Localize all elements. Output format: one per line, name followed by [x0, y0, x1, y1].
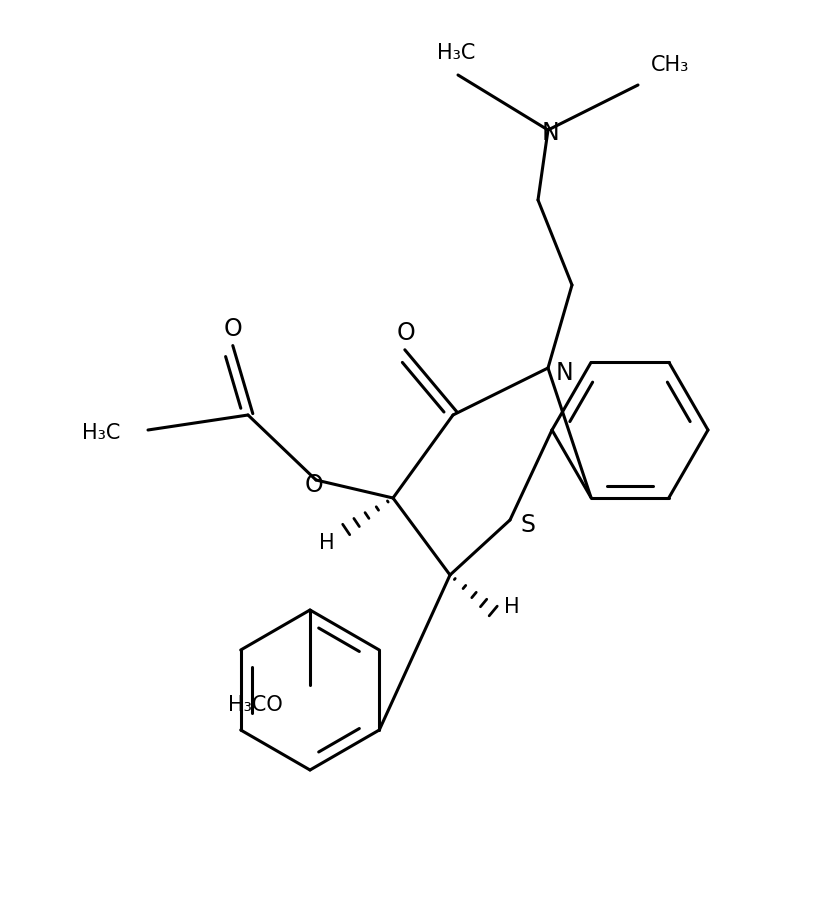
- Text: N: N: [555, 361, 573, 385]
- Text: H₃CO: H₃CO: [228, 695, 282, 715]
- Text: N: N: [541, 121, 559, 145]
- Text: O: O: [396, 321, 415, 345]
- Text: O: O: [305, 473, 323, 497]
- Text: O: O: [223, 317, 243, 341]
- Text: S: S: [521, 513, 536, 537]
- Text: H₃C: H₃C: [81, 423, 120, 443]
- Text: CH₃: CH₃: [651, 55, 689, 75]
- Text: H: H: [504, 597, 520, 617]
- Text: H₃C: H₃C: [437, 43, 475, 63]
- Text: H: H: [319, 533, 335, 553]
